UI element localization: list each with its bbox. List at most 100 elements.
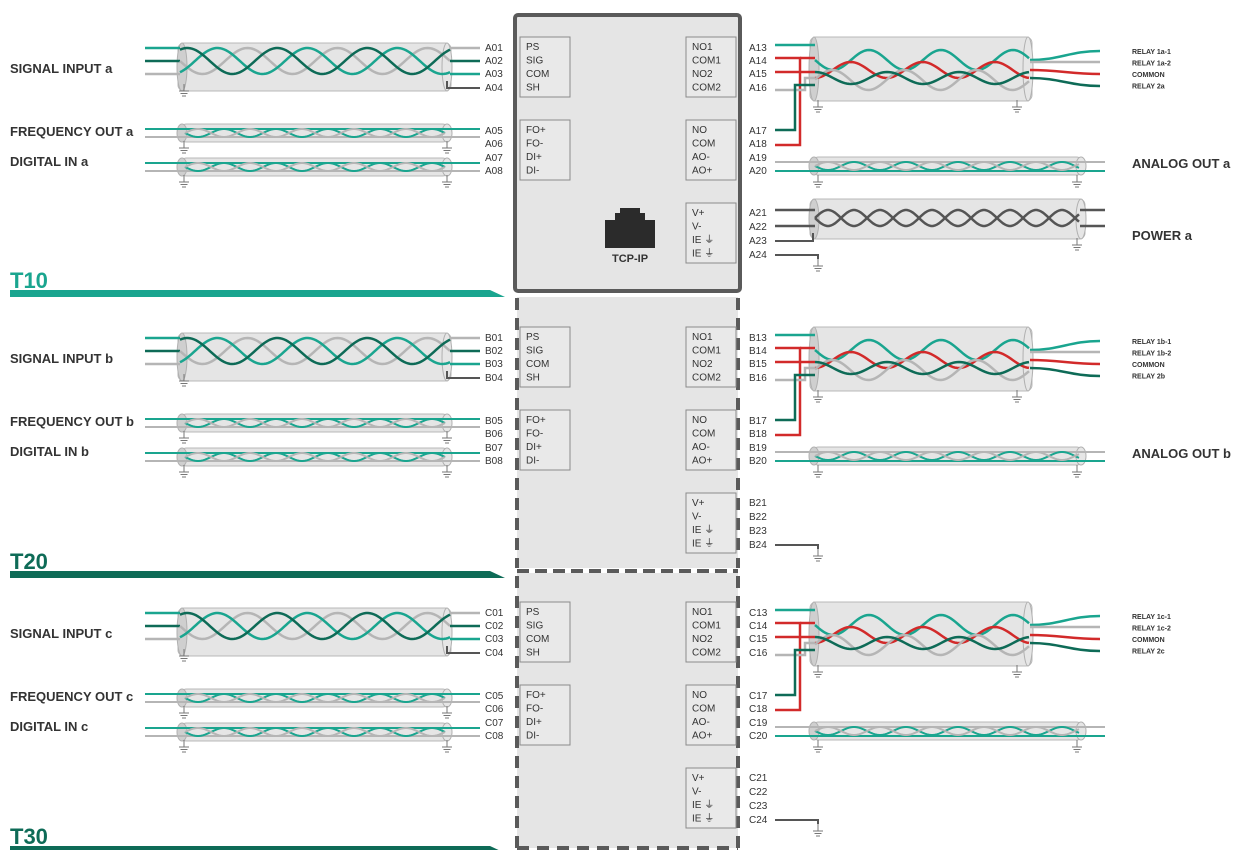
ground-icon [442,431,452,444]
ground-icon [179,141,189,154]
terminal-block-signal-label: SH [526,648,540,659]
relay-wave-grey [814,358,1030,382]
pin-label-left: A01 [485,43,503,54]
cable-sheath [808,326,1034,392]
frequency-out-label: FREQUENCY OUT a [10,124,134,139]
signal-input-label: SIGNAL INPUT b [10,351,113,366]
ground-icon [1012,665,1022,678]
wire-shield [446,371,480,379]
sheath-body [809,156,1086,176]
wire-ie-1 [775,233,814,242]
cable-sheath [808,446,1087,466]
pin-label-right: A16 [749,83,767,94]
ground-icon [813,824,823,837]
pin-label-right: C13 [749,608,768,619]
sheath-body [809,446,1086,466]
pin-label-left: C07 [485,718,504,729]
wire-relay-no [775,648,815,697]
twist-teal [179,46,451,76]
ethernet-port-icon [605,208,655,248]
pin-label-right: A17 [749,126,767,137]
ground-icon [179,740,189,753]
module-t30-edge [515,576,740,850]
twist-dark [179,611,451,641]
relay-label: RELAY 2b [1132,374,1165,381]
module-layer [513,13,742,850]
twist-di-grey [184,727,446,737]
ground-icon [179,649,189,662]
twist-teal [179,336,451,366]
twist-power-2 [814,208,1080,228]
pin-label-right: C17 [749,691,768,702]
pin-label-right: B21 [749,498,767,509]
terminal-block-freq-digital-label: FO+ [526,125,546,136]
wire-relay-no [775,373,815,422]
wire-shield [446,81,480,89]
terminal-block-relay [685,326,737,388]
pin-label-right: A19 [749,153,767,164]
twist-ao-grey [814,726,1080,736]
pin-label-left: A04 [485,83,503,94]
ground-icon [1072,740,1082,753]
twist-di-grey [184,452,446,462]
terminal-block-freq-digital-label: DI- [526,731,539,742]
pin-label-right: C19 [749,718,768,729]
relay-wave-grey [814,68,1030,92]
terminal-block-power-label: IE ⏚ [692,234,714,246]
section-bar-t20 [10,571,505,578]
ground-icon [179,175,189,188]
twist-grey [179,46,451,76]
pin-label-right: A15 [749,69,767,80]
relay-label: RELAY 1a-1 [1132,49,1171,56]
wire-shield [446,646,480,654]
terminal-block-analog-label: AO+ [692,166,712,177]
relay-wave-dark [814,360,1030,376]
pin-label-right: C15 [749,634,768,645]
twist-ao-teal [814,726,1080,736]
twist-ao-grey [814,161,1080,171]
relay-label: RELAY 1b-1 [1132,339,1171,346]
wire-relay-no [775,83,815,132]
terminal-block-signal-label: SIG [526,56,543,67]
twist-dark [179,336,451,366]
frequency-out-label: FREQUENCY OUT b [10,414,134,429]
terminal-block-power [685,767,737,829]
twist-ao-grey [814,451,1080,461]
terminal-block-power-label: V+ [692,773,705,784]
terminal-block-analog-label: NO [692,690,707,701]
sheath-body [809,721,1086,741]
pin-label-right: C16 [749,648,768,659]
relay-out-3 [1029,358,1101,366]
twist-fo-grey [184,693,446,703]
pin-label-right: C20 [749,731,768,742]
wire-relay-com1 [775,56,802,147]
terminal-block-signal [519,326,571,388]
terminal-block-relay-label: NO2 [692,634,713,645]
terminal-block-power [685,202,737,264]
terminal-block-power-label: IE ⏚ [692,799,714,811]
ground-icon [813,740,823,753]
terminal-block-analog [685,684,737,746]
sheath-end-right [1075,446,1087,466]
pin-label-right: A18 [749,139,767,150]
terminal-block-relay-label: COM1 [692,621,721,632]
relay-wave-red [814,625,1030,645]
terminal-block-analog-label: AO+ [692,731,712,742]
twist-fo-grey [184,128,446,138]
terminal-block-relay-label: NO1 [692,332,713,343]
terminal-block-power-label: IE ⏚ [692,524,714,536]
twist-di-grey [184,162,446,172]
tcp-ip-label: TCP-IP [612,253,648,265]
terminal-block-analog-label: NO [692,415,707,426]
sheath-end-left [808,601,820,667]
terminal-block-freq-digital-label: FO- [526,704,543,715]
module-t20-edge [515,298,740,568]
terminal-block-analog [685,409,737,471]
cable-layer [10,36,1105,850]
terminal-block-signal-label: SIG [526,346,543,357]
terminal-block-analog-label: AO+ [692,456,712,467]
pin-label-right: C18 [749,704,768,715]
pin-label-right: C14 [749,621,768,632]
pin-label-right: B16 [749,373,767,384]
terminal-block-relay [685,36,737,98]
